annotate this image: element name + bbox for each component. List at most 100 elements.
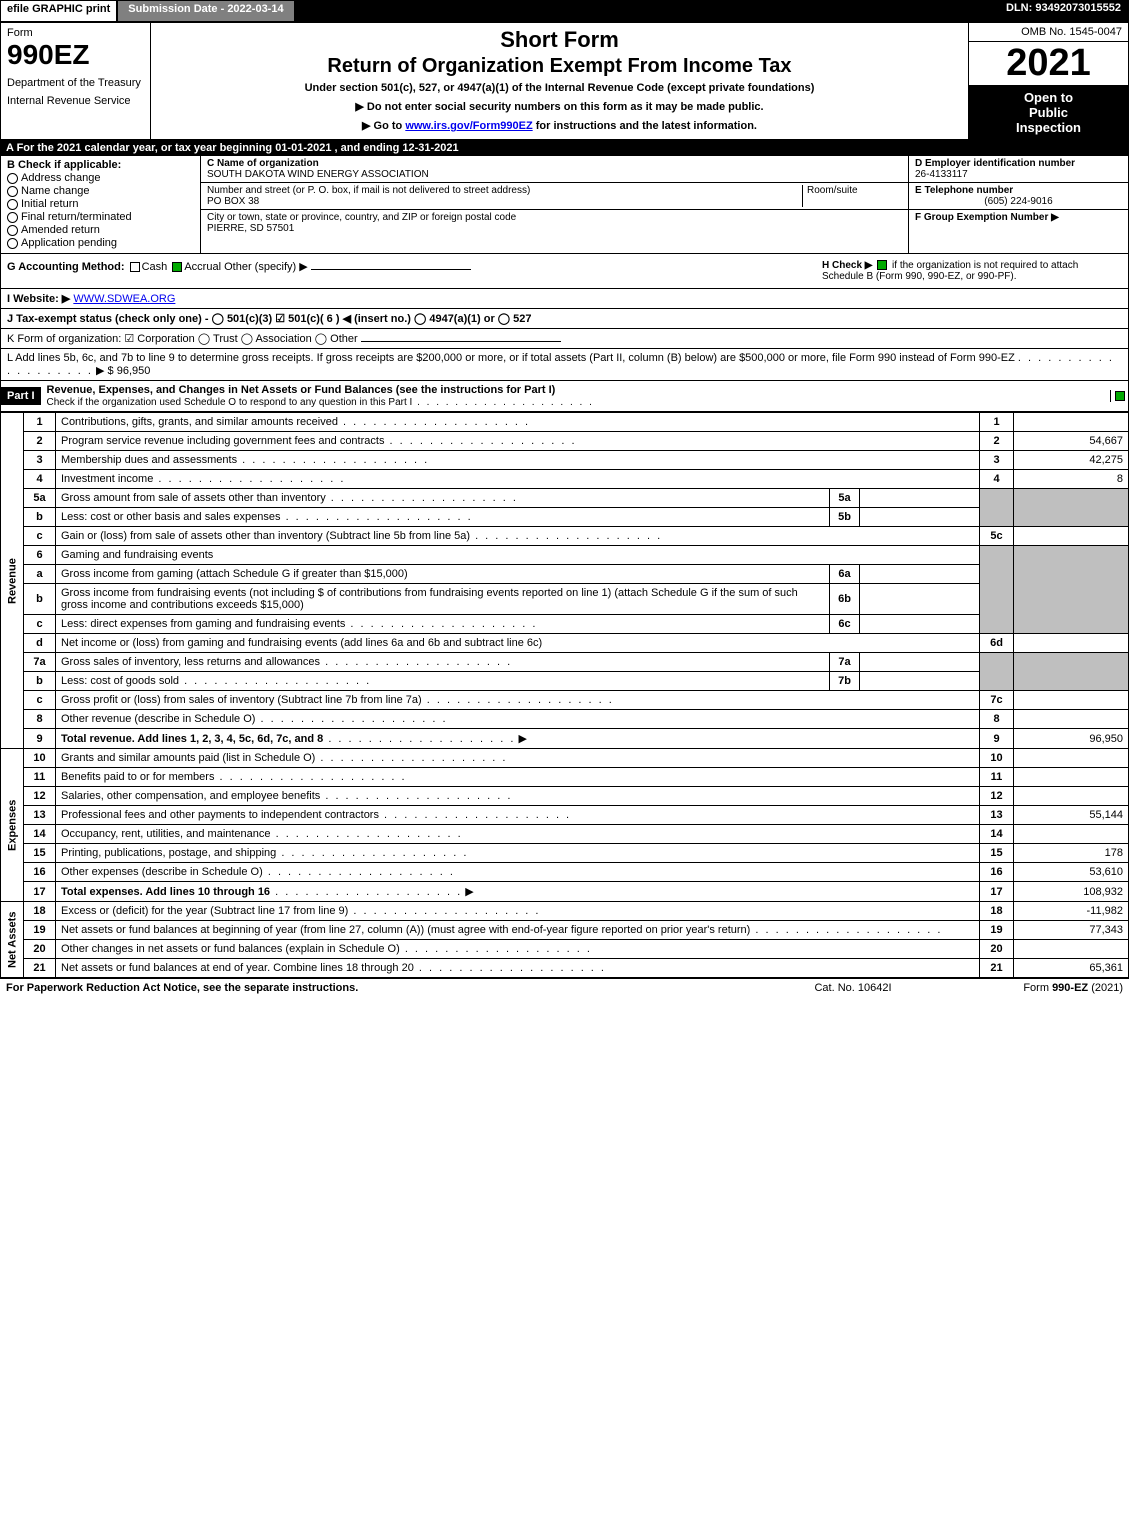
part1-sub: Check if the organization used Schedule … bbox=[47, 397, 413, 408]
line-13: 13 Professional fees and other payments … bbox=[1, 806, 1129, 825]
i-label: I Website: ▶ bbox=[7, 293, 70, 305]
form-footer-ref: Form 990-EZ (2021) bbox=[943, 982, 1123, 994]
line-6: 6 Gaming and fundraising events bbox=[1, 546, 1129, 565]
line-2: 2 Program service revenue including gove… bbox=[1, 432, 1129, 451]
top-bar: efile GRAPHIC print Submission Date - 20… bbox=[0, 0, 1129, 22]
chk-name-change[interactable]: Name change bbox=[7, 185, 194, 197]
chk-address-change[interactable]: Address change bbox=[7, 172, 194, 184]
part1-header-row: Part I Revenue, Expenses, and Changes in… bbox=[0, 381, 1129, 412]
website-link[interactable]: WWW.SDWEA.ORG bbox=[73, 293, 175, 305]
l-text: L Add lines 5b, 6c, and 7b to line 9 to … bbox=[7, 352, 1015, 364]
line-7b: b Less: cost of goods sold 7b bbox=[1, 672, 1129, 691]
street-value: PO BOX 38 bbox=[207, 196, 802, 207]
omb-number: OMB No. 1545-0047 bbox=[969, 23, 1128, 42]
header-left: Form 990EZ Department of the Treasury In… bbox=[1, 23, 151, 139]
goto-line: ▶ Go to www.irs.gov/Form990EZ for instru… bbox=[157, 119, 962, 132]
e-label: E Telephone number bbox=[915, 185, 1122, 196]
chk-h[interactable] bbox=[877, 260, 887, 270]
phone-value: (605) 224-9016 bbox=[915, 196, 1122, 207]
revenue-side-label: Revenue bbox=[1, 413, 24, 749]
header-right: OMB No. 1545-0047 2021 Open to Public In… bbox=[968, 23, 1128, 139]
k-text: K Form of organization: ☑ Corporation ◯ … bbox=[7, 333, 358, 345]
part1-badge: Part I bbox=[1, 387, 41, 405]
expenses-side-label: Expenses bbox=[1, 749, 24, 902]
line-16: 16 Other expenses (describe in Schedule … bbox=[1, 863, 1129, 882]
b-label: B Check if applicable: bbox=[7, 159, 194, 171]
line-5c: c Gain or (loss) from sale of assets oth… bbox=[1, 527, 1129, 546]
org-name: SOUTH DAKOTA WIND ENERGY ASSOCIATION bbox=[207, 169, 902, 180]
city-cell: City or town, state or province, country… bbox=[201, 210, 908, 236]
open-line-2: Public bbox=[971, 105, 1126, 120]
chk-final-return[interactable]: Final return/terminated bbox=[7, 211, 194, 223]
section-bcdef: B Check if applicable: Address change Na… bbox=[0, 156, 1129, 254]
line-h: H Check ▶ if the organization is not req… bbox=[822, 260, 1122, 282]
row-a-tax-year: A For the 2021 calendar year, or tax yea… bbox=[0, 140, 1129, 156]
line-k: K Form of organization: ☑ Corporation ◯ … bbox=[0, 329, 1129, 349]
column-c: C Name of organization SOUTH DAKOTA WIND… bbox=[201, 156, 908, 253]
dept-treasury: Department of the Treasury bbox=[7, 77, 144, 89]
part1-chk bbox=[1110, 390, 1128, 402]
d-cell: D Employer identification number 26-4133… bbox=[909, 156, 1128, 183]
line-6b: b Gross income from fundraising events (… bbox=[1, 584, 1129, 615]
paperwork-notice: For Paperwork Reduction Act Notice, see … bbox=[6, 982, 763, 994]
other-specify: Other (specify) ▶ bbox=[224, 261, 308, 273]
irs-label: Internal Revenue Service bbox=[7, 95, 144, 107]
street-label: Number and street (or P. O. box, if mail… bbox=[207, 185, 802, 196]
line-15: 15 Printing, publications, postage, and … bbox=[1, 844, 1129, 863]
line-20: 20 Other changes in net assets or fund b… bbox=[1, 940, 1129, 959]
short-form-title: Short Form bbox=[157, 27, 962, 53]
line-g-left: G Accounting Method: Cash Accrual Other … bbox=[7, 260, 782, 282]
open-to-public: Open to Public Inspection bbox=[969, 86, 1128, 139]
line-7a: 7a Gross sales of inventory, less return… bbox=[1, 653, 1129, 672]
line-6a: a Gross income from gaming (attach Sched… bbox=[1, 565, 1129, 584]
street-cell: Number and street (or P. O. box, if mail… bbox=[201, 183, 908, 210]
line-14: 14 Occupancy, rent, utilities, and maint… bbox=[1, 825, 1129, 844]
chk-application-pending[interactable]: Application pending bbox=[7, 237, 194, 249]
under-section-text: Under section 501(c), 527, or 4947(a)(1)… bbox=[157, 82, 962, 94]
line-5a: 5a Gross amount from sale of assets othe… bbox=[1, 489, 1129, 508]
c-label: C Name of organization bbox=[207, 158, 902, 169]
k-other-line bbox=[361, 341, 561, 342]
line-21: 21 Net assets or fund balances at end of… bbox=[1, 959, 1129, 978]
line-19: 19 Net assets or fund balances at beginn… bbox=[1, 921, 1129, 940]
topbar-spacer bbox=[295, 0, 998, 22]
f-cell: F Group Exemption Number ▶ bbox=[909, 210, 1128, 253]
line-4: 4 Investment income 4 8 bbox=[1, 470, 1129, 489]
form-header: Form 990EZ Department of the Treasury In… bbox=[0, 22, 1129, 140]
page-footer: For Paperwork Reduction Act Notice, see … bbox=[0, 978, 1129, 997]
efile-print-label: efile GRAPHIC print bbox=[0, 0, 117, 22]
form-label: Form bbox=[7, 27, 144, 39]
return-title: Return of Organization Exempt From Incom… bbox=[157, 55, 962, 78]
chk-accrual[interactable] bbox=[172, 262, 182, 272]
chk-initial-return[interactable]: Initial return bbox=[7, 198, 194, 210]
part1-checkbox[interactable] bbox=[1115, 391, 1125, 401]
l-amount: ▶ $ 96,950 bbox=[96, 365, 150, 377]
dln-value: DLN: 93492073015552 bbox=[998, 0, 1129, 22]
line-11: 11 Benefits paid to or for members 11 bbox=[1, 768, 1129, 787]
tax-year: 2021 bbox=[969, 42, 1128, 86]
goto-link[interactable]: www.irs.gov/Form990EZ bbox=[405, 120, 532, 132]
chk-cash[interactable] bbox=[130, 262, 140, 272]
line-18: Net Assets 18 Excess or (deficit) for th… bbox=[1, 902, 1129, 921]
line-6c: c Less: direct expenses from gaming and … bbox=[1, 615, 1129, 634]
line-8: 8 Other revenue (describe in Schedule O)… bbox=[1, 710, 1129, 729]
chk-amended-return[interactable]: Amended return bbox=[7, 224, 194, 236]
line-9: 9 Total revenue. Add lines 1, 2, 3, 4, 5… bbox=[1, 729, 1129, 749]
city-value: PIERRE, SD 57501 bbox=[207, 223, 902, 234]
form-number: 990EZ bbox=[7, 39, 144, 71]
d-label: D Employer identification number bbox=[915, 158, 1122, 169]
column-b-checkboxes: B Check if applicable: Address change Na… bbox=[1, 156, 201, 253]
f-label: F Group Exemption Number ▶ bbox=[915, 212, 1059, 223]
line-10: Expenses 10 Grants and similar amounts p… bbox=[1, 749, 1129, 768]
c-name-cell: C Name of organization SOUTH DAKOTA WIND… bbox=[201, 156, 908, 183]
line-3: 3 Membership dues and assessments 3 42,2… bbox=[1, 451, 1129, 470]
netassets-side-label: Net Assets bbox=[1, 902, 24, 978]
city-label: City or town, state or province, country… bbox=[207, 212, 902, 223]
line-j: J Tax-exempt status (check only one) - ◯… bbox=[0, 309, 1129, 329]
open-line-3: Inspection bbox=[971, 120, 1126, 135]
lines-table: Revenue 1 Contributions, gifts, grants, … bbox=[0, 412, 1129, 978]
line-7c: c Gross profit or (loss) from sales of i… bbox=[1, 691, 1129, 710]
line-5b: b Less: cost or other basis and sales ex… bbox=[1, 508, 1129, 527]
column-def: D Employer identification number 26-4133… bbox=[908, 156, 1128, 253]
no-ssn-warning: ▶ Do not enter social security numbers o… bbox=[157, 100, 962, 113]
